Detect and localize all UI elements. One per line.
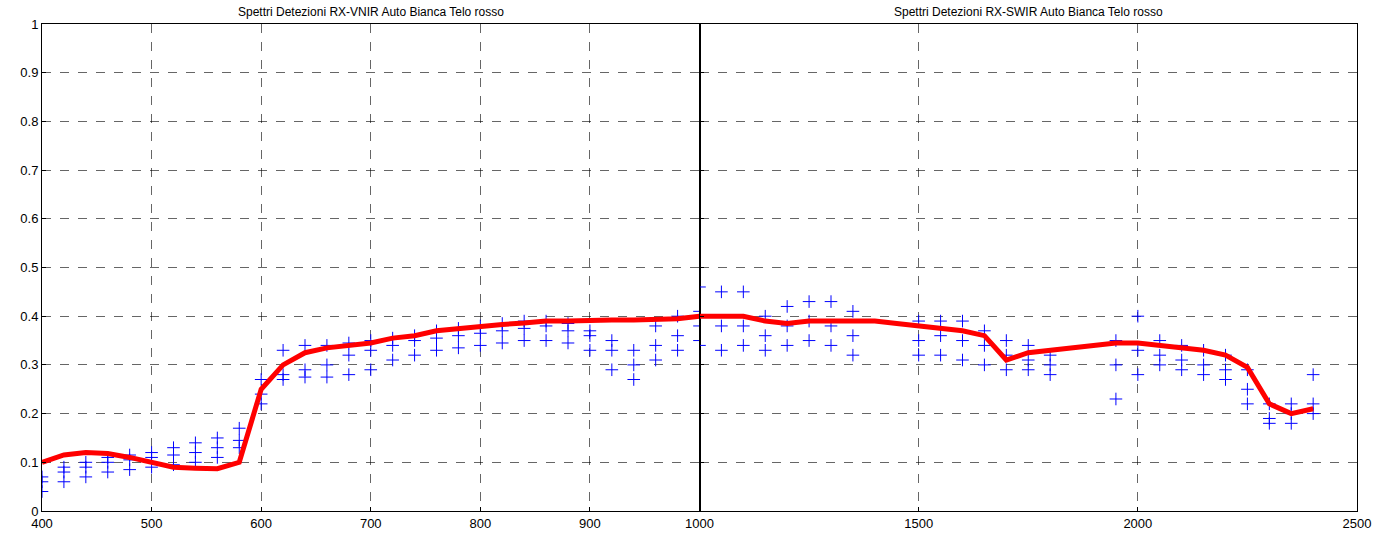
svg-text:2500: 2500	[1343, 516, 1372, 531]
svg-text:0.3: 0.3	[20, 357, 38, 372]
svg-text:0.4: 0.4	[20, 309, 38, 324]
svg-text:0: 0	[31, 504, 38, 519]
svg-text:1000: 1000	[685, 516, 714, 531]
svg-text:0.2: 0.2	[20, 406, 38, 421]
svg-text:Spettri Detezioni RX-SWIR Auto: Spettri Detezioni RX-SWIR Auto Bianca Te…	[894, 5, 1163, 19]
svg-text:0.1: 0.1	[20, 455, 38, 470]
svg-text:0.9: 0.9	[20, 65, 38, 80]
svg-text:1500: 1500	[904, 516, 933, 531]
svg-text:800: 800	[469, 516, 491, 531]
svg-text:0.5: 0.5	[20, 260, 38, 275]
svg-text:600: 600	[250, 516, 272, 531]
svg-text:Spettri Detezioni RX-VNIR Auto: Spettri Detezioni RX-VNIR Auto Bianca Te…	[238, 5, 504, 19]
svg-text:2000: 2000	[1123, 516, 1152, 531]
svg-text:900: 900	[579, 516, 601, 531]
svg-text:1: 1	[31, 17, 38, 32]
svg-text:0.6: 0.6	[20, 211, 38, 226]
svg-text:0.8: 0.8	[20, 114, 38, 129]
svg-text:500: 500	[141, 516, 163, 531]
svg-text:0.7: 0.7	[20, 163, 38, 178]
svg-text:700: 700	[360, 516, 382, 531]
svg-text:400: 400	[31, 516, 53, 531]
